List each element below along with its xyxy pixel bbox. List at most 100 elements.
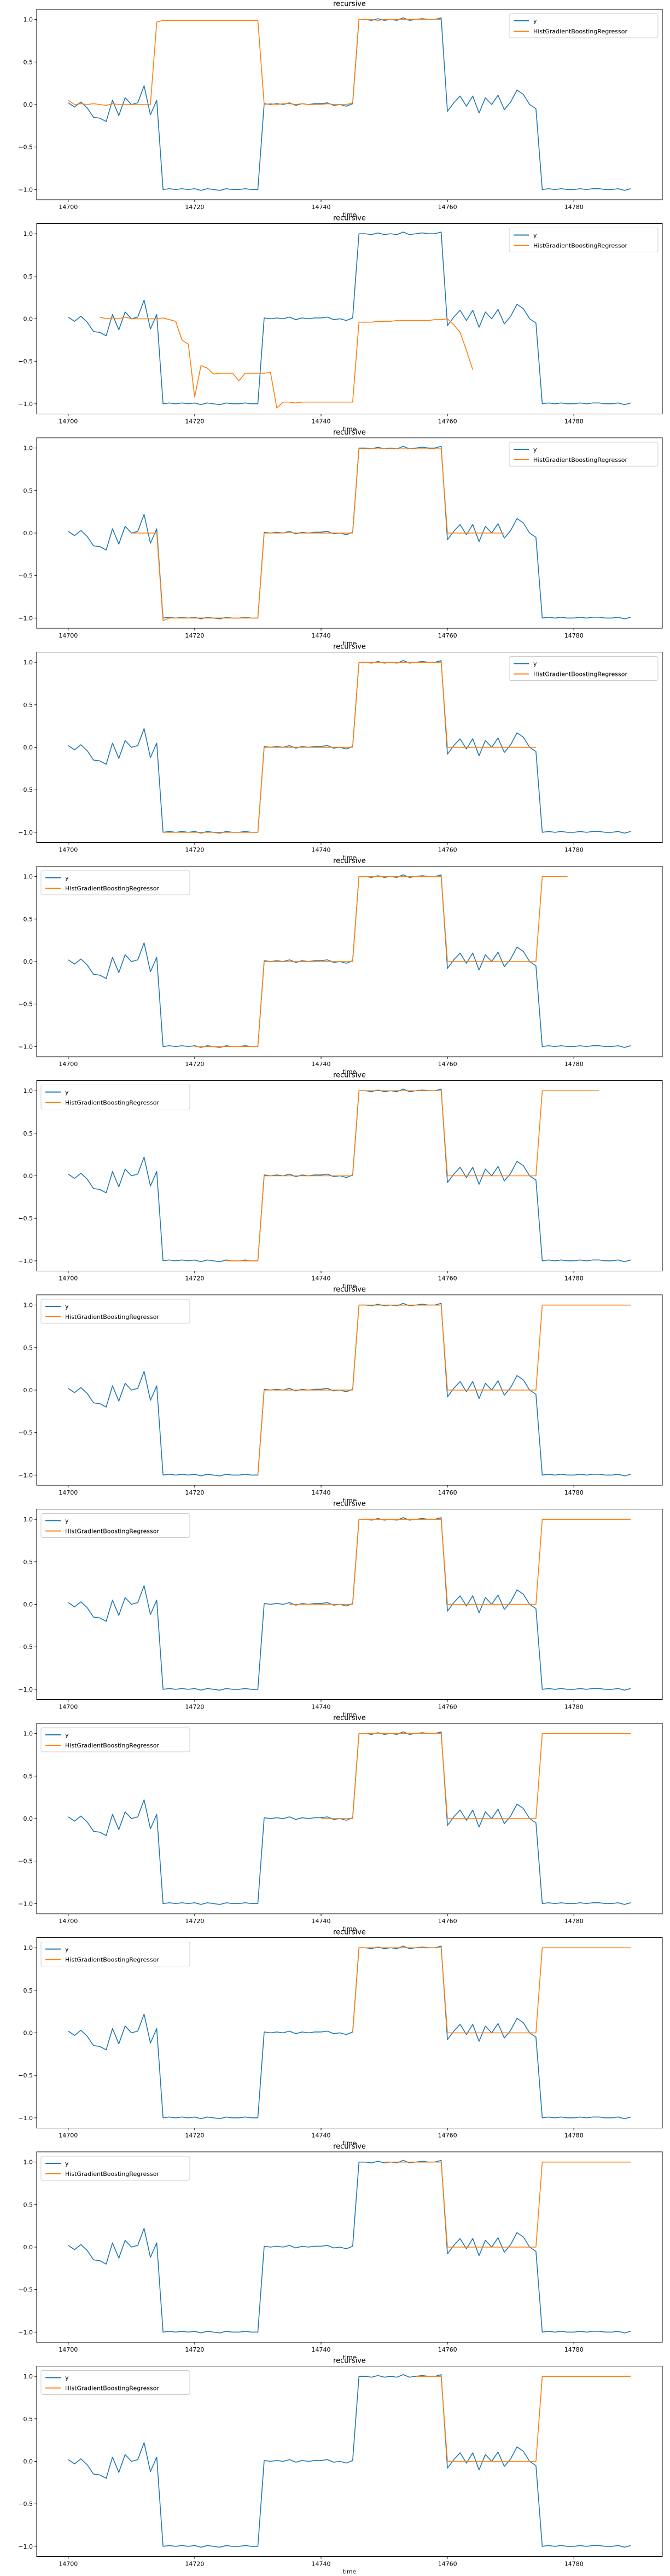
- chart-title: recursive: [333, 1072, 366, 1080]
- y-tick-label: −0.5: [18, 1429, 33, 1437]
- series-line-y: [68, 231, 631, 406]
- chart-title: recursive: [333, 643, 366, 651]
- x-tick-label: 14760: [438, 2561, 457, 2568]
- x-tick-label: 14780: [564, 1704, 584, 1711]
- y-tick-label: 0.0: [24, 744, 33, 751]
- chart-panel-6: recursive 14700 14720 14740 14760 14780 −1.0 −0…: [18, 1072, 663, 1290]
- x-axis-label: time: [343, 854, 357, 861]
- y-tick-label: 1.0: [24, 659, 33, 666]
- series-line-prediction: [257, 1304, 631, 1475]
- x-tick-label: 14760: [438, 2132, 457, 2139]
- legend-label: y: [65, 1089, 69, 1096]
- y-tick-label: 1.0: [24, 230, 33, 238]
- chart-panel-7: recursive 14700 14720 14740 14760 14780 −1.0 −0…: [18, 1286, 663, 1504]
- y-tick-label: 1.0: [24, 1302, 33, 1309]
- y-tick-label: 0.0: [24, 958, 33, 965]
- y-tick-label: 1.0: [24, 1944, 33, 1952]
- y-tick-label: 0.5: [24, 2201, 33, 2208]
- x-axis-label: time: [343, 1711, 357, 1718]
- x-tick-label: 14780: [564, 2132, 584, 2139]
- legend: y HistGradientBoostingRegressor: [509, 13, 659, 38]
- x-tick-label: 14760: [438, 204, 457, 211]
- x-tick-label: 14720: [185, 1704, 204, 1711]
- chart-panel-12: recursive 14700 14720 14740 14760 14780 −1.0 −0…: [18, 2357, 663, 2575]
- y-tick-label: 1.0: [24, 445, 33, 452]
- y-tick-label: −1.0: [18, 2329, 33, 2336]
- legend: y HistGradientBoostingRegressor: [40, 2156, 190, 2181]
- x-tick-label: 14700: [59, 1275, 78, 1282]
- x-tick-label: 14700: [59, 1061, 78, 1068]
- chart-panel-10: recursive 14700 14720 14740 14760 14780 −1.0 −0…: [18, 1929, 663, 2147]
- x-axis-label: time: [343, 426, 357, 433]
- series-line-prediction: [131, 447, 505, 621]
- legend: y HistGradientBoostingRegressor: [40, 1299, 190, 1324]
- x-axis-label: time: [343, 640, 357, 647]
- legend: y HistGradientBoostingRegressor: [40, 2370, 190, 2395]
- x-tick-label: 14780: [564, 1918, 584, 1925]
- y-tick-label: −0.5: [18, 1858, 33, 1865]
- legend-box: [40, 870, 190, 895]
- x-axis-label: time: [343, 1925, 357, 1932]
- y-tick-label: 0.5: [24, 273, 33, 280]
- y-tick-label: −1.0: [18, 1043, 33, 1050]
- chart-title: recursive: [333, 1929, 366, 1937]
- legend-box: [40, 2370, 190, 2395]
- y-tick-label: −1.0: [18, 186, 33, 193]
- legend-box: [40, 2156, 190, 2181]
- series-line-prediction: [352, 1947, 631, 2034]
- legend-box: [509, 656, 659, 681]
- y-tick-label: 1.0: [24, 2373, 33, 2380]
- y-tick-label: 0.5: [24, 2416, 33, 2423]
- y-tick-label: 0.0: [24, 1815, 33, 1822]
- x-tick-label: 14720: [185, 418, 204, 425]
- series-line-y: [68, 2160, 631, 2334]
- x-tick-label: 14740: [312, 418, 331, 425]
- x-tick-label: 14780: [564, 204, 584, 211]
- legend-label: y: [65, 1946, 69, 1953]
- x-tick-label: 14720: [185, 1918, 204, 1925]
- x-tick-label: 14780: [564, 632, 584, 639]
- x-axis-label: time: [343, 2354, 357, 2361]
- x-tick-label: 14760: [438, 1275, 457, 1282]
- chart-panel-1: recursive 14700 14720 14740 14760 14780 −1.0 −0…: [18, 0, 663, 218]
- legend-label: HistGradientBoostingRegressor: [65, 1742, 159, 1749]
- x-tick-label: 14720: [185, 847, 204, 854]
- legend-box: [40, 1299, 190, 1324]
- x-tick-label: 14740: [312, 632, 331, 639]
- x-tick-label: 14760: [438, 418, 457, 425]
- chart-title: recursive: [333, 1500, 366, 1508]
- y-tick-label: 0.0: [24, 1387, 33, 1394]
- chart-title: recursive: [333, 2357, 366, 2365]
- y-tick-label: −1.0: [18, 401, 33, 408]
- legend-label: HistGradientBoostingRegressor: [533, 671, 627, 678]
- x-tick-label: 14700: [59, 1704, 78, 1711]
- legend-box: [509, 442, 659, 467]
- y-tick-label: −1.0: [18, 615, 33, 622]
- x-tick-label: 14720: [185, 1489, 204, 1496]
- series-line-prediction: [194, 876, 568, 1047]
- y-tick-label: 1.0: [24, 1730, 33, 1738]
- x-tick-label: 14760: [438, 1704, 457, 1711]
- legend-label: HistGradientBoostingRegressor: [65, 2170, 159, 2178]
- y-tick-label: 0.0: [24, 101, 33, 108]
- legend: y HistGradientBoostingRegressor: [509, 228, 659, 252]
- x-tick-label: 14740: [312, 1704, 331, 1711]
- series-line-prediction: [68, 19, 441, 106]
- x-tick-label: 14740: [312, 847, 331, 854]
- legend-label: y: [533, 232, 537, 239]
- x-tick-label: 14700: [59, 632, 78, 639]
- x-tick-label: 14720: [185, 1275, 204, 1282]
- y-tick-label: −1.0: [18, 1258, 33, 1265]
- x-tick-label: 14740: [312, 1918, 331, 1925]
- legend-label: HistGradientBoostingRegressor: [65, 885, 159, 892]
- y-tick-label: −0.5: [18, 2500, 33, 2508]
- chart-panel-3: recursive 14700 14720 14740 14760 14780 −1.0 −0…: [18, 429, 663, 647]
- y-tick-label: 0.5: [24, 702, 33, 709]
- x-tick-label: 14700: [59, 418, 78, 425]
- x-tick-label: 14760: [438, 2346, 457, 2353]
- y-tick-label: −1.0: [18, 1900, 33, 1907]
- y-tick-label: −0.5: [18, 1643, 33, 1651]
- x-axis-label: time: [343, 1497, 357, 1504]
- series-line-prediction: [100, 316, 474, 409]
